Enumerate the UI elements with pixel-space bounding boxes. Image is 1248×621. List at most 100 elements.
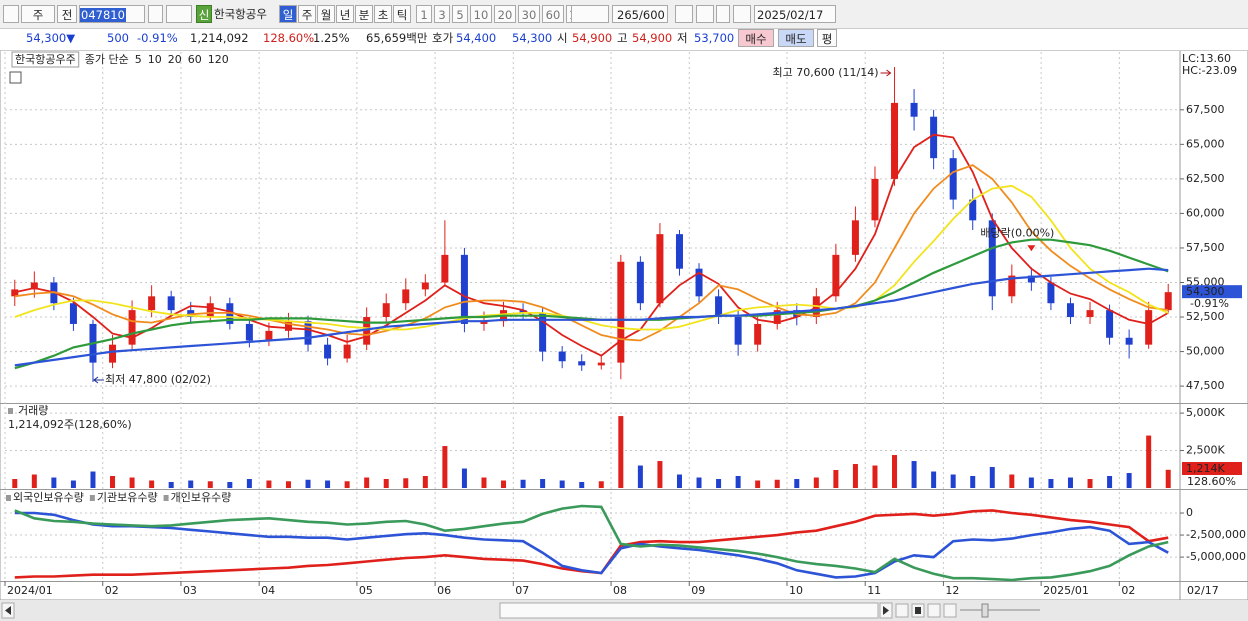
volume-bar [540, 479, 546, 488]
volume-bar [676, 474, 682, 488]
x-tick-label: 09 [691, 584, 705, 597]
candle-body [910, 102, 918, 117]
candle-body [109, 344, 117, 363]
period-button[interactable]: 년 [336, 5, 354, 23]
volume-bar [833, 470, 839, 488]
date-box[interactable]: 2025/02/17 [754, 5, 836, 23]
volume-bar [305, 479, 311, 488]
volume: 1,214,092 [190, 31, 249, 45]
candle-body [1106, 310, 1114, 338]
tool-icon[interactable] [696, 5, 714, 23]
volume-bar [325, 480, 331, 488]
volume-bar [794, 479, 800, 488]
x-tick-label: 11 [867, 584, 881, 597]
calc-icon[interactable] [9, 71, 22, 84]
legend-marker [6, 495, 11, 501]
market-select[interactable]: 주 [21, 5, 55, 23]
candle-body [1164, 292, 1172, 311]
period-button[interactable]: 일 [279, 5, 297, 23]
change: 500 [107, 31, 129, 45]
sell-button[interactable]: 매도 [778, 29, 814, 47]
settings-icon[interactable] [733, 5, 751, 23]
candle-body [715, 296, 723, 318]
y-tick-label: 50,000 [1186, 345, 1225, 358]
legend-marker [163, 495, 169, 501]
sound-button[interactable] [166, 5, 192, 23]
legend-entry: 외국인보유수량 [13, 491, 84, 504]
period-button[interactable]: 주 [298, 5, 316, 23]
candle-body [363, 317, 371, 345]
candle-body [245, 323, 253, 341]
candle-body [1008, 275, 1016, 297]
candle-body [1066, 303, 1074, 318]
candle-body [636, 261, 644, 304]
period-button[interactable]: 틱 [393, 5, 411, 23]
period-button[interactable]: 분 [355, 5, 373, 23]
candle-body [832, 254, 840, 297]
annotation-arrow [880, 69, 892, 77]
interval-button[interactable]: 30 [518, 5, 540, 23]
candle-body [11, 289, 19, 297]
interval-button[interactable]: 20 [494, 5, 516, 23]
menu-icon[interactable] [3, 5, 19, 23]
volume-bar [931, 471, 937, 488]
nav-btn[interactable] [927, 603, 941, 618]
y-tick-label: -5,000,000 [1186, 550, 1246, 563]
period-button[interactable]: 월 [317, 5, 335, 23]
volume-bar [90, 471, 96, 488]
avg-button[interactable]: 평 [817, 29, 837, 47]
y-tick-label: 57,500 [1186, 241, 1225, 254]
scroll-thumb[interactable] [499, 602, 879, 619]
x-end-label: 02/17 [1187, 584, 1219, 597]
interval-button[interactable]: 5 [452, 5, 468, 23]
code-input[interactable]: 047810 [79, 5, 145, 23]
legend-title: 한국항공우주 [15, 53, 76, 66]
last-volume: 1,214K [1186, 462, 1225, 475]
tool-icon[interactable] [716, 5, 730, 23]
low-annotation: 최저 47,800 (02/02) [105, 373, 211, 386]
tool-icon[interactable] [675, 5, 693, 23]
interval-select[interactable] [571, 5, 609, 23]
interval-button[interactable]: 10 [470, 5, 492, 23]
nav-btn[interactable] [943, 603, 957, 618]
search-button[interactable] [148, 5, 163, 23]
volume-bar [755, 480, 761, 488]
period-button[interactable]: 초 [374, 5, 392, 23]
interval-button[interactable]: 1 [416, 5, 432, 23]
candle-body [891, 102, 899, 179]
lc-label: LC:13.60 [1182, 52, 1231, 65]
y-tick-label: 5,000K [1186, 406, 1225, 419]
candle-body [265, 330, 273, 341]
zoom-thumb[interactable] [981, 603, 989, 618]
stock-name: 한국항공우 [214, 7, 267, 21]
volume-bar [383, 479, 389, 488]
candle-body [421, 282, 429, 290]
volume-bar [344, 481, 350, 488]
x-tick-label: 03 [183, 584, 197, 597]
low-label: 저 [677, 31, 688, 45]
prev-button[interactable]: 전 [57, 5, 77, 23]
ask: 54,400 [456, 31, 497, 45]
volume-bar [1126, 473, 1132, 488]
interval-button[interactable]: 3 [434, 5, 450, 23]
volume-bar [598, 481, 604, 488]
x-tick-label: 12 [945, 584, 959, 597]
candle-body [1086, 310, 1094, 318]
holding-line [14, 511, 1169, 579]
quote-label: 호가 [432, 31, 454, 45]
candle-body [460, 254, 468, 324]
count-box[interactable]: 265/600 [612, 5, 668, 23]
legend-entry: 20 [168, 53, 182, 66]
buy-button[interactable]: 매수 [738, 29, 774, 47]
interval-button[interactable]: 60 [542, 5, 564, 23]
candle-body [304, 321, 312, 345]
scroll-arrow [883, 606, 889, 615]
volume-bar [735, 476, 741, 488]
y-tick-label: 60,000 [1186, 206, 1225, 219]
candle-body [284, 321, 292, 331]
nav-btn[interactable] [895, 603, 909, 618]
price: 54,300▼ [26, 31, 76, 45]
x-tick-label: 2025/01 [1043, 584, 1089, 597]
legend-entry: 개인보유수량 [171, 491, 232, 504]
